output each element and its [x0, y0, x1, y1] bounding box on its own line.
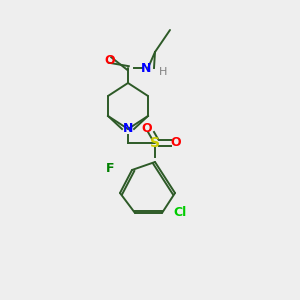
Text: O: O [142, 122, 152, 134]
Text: N: N [123, 122, 133, 136]
Text: O: O [105, 53, 115, 67]
Text: N: N [141, 61, 151, 74]
Text: O: O [171, 136, 181, 149]
Text: H: H [159, 67, 167, 77]
Text: Cl: Cl [173, 206, 187, 220]
Text: F: F [106, 161, 114, 175]
Text: S: S [150, 136, 160, 150]
